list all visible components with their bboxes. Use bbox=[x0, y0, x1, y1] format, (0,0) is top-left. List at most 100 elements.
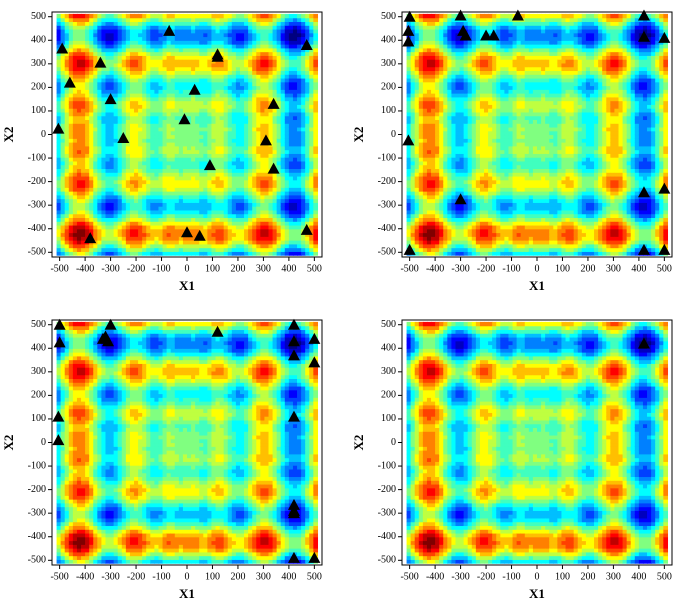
contour-cell bbox=[305, 111, 310, 117]
contour-cell bbox=[142, 70, 147, 75]
contour-cell bbox=[252, 96, 257, 102]
contour-cell bbox=[56, 81, 62, 87]
contour-cell bbox=[252, 138, 257, 143]
contour-cell bbox=[248, 153, 253, 158]
contour-cell bbox=[72, 115, 78, 121]
contour-cell bbox=[276, 153, 282, 158]
contour-cell bbox=[305, 221, 310, 226]
contour-cell bbox=[272, 32, 278, 38]
contour-cell bbox=[260, 51, 266, 56]
contour-cell bbox=[125, 62, 131, 68]
contour-cell bbox=[117, 77, 123, 83]
contour-cell bbox=[121, 236, 127, 241]
contour-cell bbox=[313, 28, 319, 34]
contour-cell bbox=[174, 25, 180, 30]
contour-cell bbox=[170, 47, 176, 53]
contour-cell bbox=[142, 89, 147, 94]
contour-cell bbox=[455, 36, 461, 41]
contour-cell bbox=[435, 104, 440, 109]
contour-cell bbox=[138, 62, 143, 68]
contour-cell bbox=[146, 191, 151, 196]
contour-cell bbox=[410, 96, 416, 102]
contour-cell bbox=[170, 209, 176, 215]
contour-cell bbox=[142, 202, 147, 207]
contour-cell bbox=[68, 142, 74, 147]
contour-cell bbox=[264, 36, 270, 41]
contour-cell bbox=[134, 89, 139, 94]
contour-cell bbox=[174, 168, 180, 173]
contour-cell bbox=[182, 183, 188, 188]
contour-cell bbox=[260, 134, 266, 139]
contour-cell bbox=[264, 206, 270, 211]
contour-cell bbox=[142, 149, 147, 154]
contour-cell bbox=[121, 108, 127, 113]
contour-cell bbox=[162, 172, 168, 177]
contour-cell bbox=[89, 111, 94, 117]
contour-cell bbox=[301, 221, 306, 226]
contour-cell bbox=[305, 55, 310, 60]
contour-cell bbox=[244, 191, 249, 196]
contour-cell bbox=[292, 164, 298, 170]
contour-cell bbox=[162, 123, 168, 128]
contour-cell bbox=[64, 47, 70, 53]
contour-cell bbox=[121, 47, 127, 53]
contour-cell bbox=[414, 183, 420, 188]
contour-cell bbox=[203, 157, 208, 162]
contour-cell bbox=[203, 247, 208, 252]
contour-cell bbox=[426, 130, 432, 136]
contour-cell bbox=[301, 160, 306, 166]
contour-cell bbox=[447, 217, 453, 222]
contour-cell bbox=[113, 59, 119, 64]
contour-cell bbox=[422, 89, 428, 94]
contour-cell bbox=[121, 40, 127, 45]
contour-cell bbox=[288, 224, 294, 230]
contour-cell bbox=[109, 145, 115, 151]
contour-cell bbox=[199, 40, 204, 45]
contour-cell bbox=[146, 77, 151, 83]
contour-cell bbox=[231, 153, 237, 158]
contour-cell bbox=[305, 206, 310, 211]
contour-cell bbox=[150, 206, 155, 211]
contour-cell bbox=[170, 51, 176, 56]
contour-cell bbox=[68, 194, 74, 200]
contour-cell bbox=[85, 179, 90, 185]
contour-cell bbox=[125, 240, 131, 245]
contour-cell bbox=[101, 66, 107, 72]
contour-cell bbox=[207, 232, 213, 237]
contour-cell bbox=[235, 17, 241, 23]
contour-cell bbox=[203, 172, 208, 177]
contour-cell bbox=[121, 243, 127, 249]
contour-cell bbox=[81, 153, 86, 158]
contour-cell bbox=[227, 153, 233, 158]
contour-cell bbox=[174, 17, 180, 23]
contour-cell bbox=[292, 74, 298, 79]
contour-cell bbox=[85, 85, 90, 90]
contour-cell bbox=[195, 51, 200, 56]
contour-cell bbox=[431, 100, 436, 105]
contour-cell bbox=[219, 32, 225, 38]
contour-cell bbox=[68, 213, 74, 219]
contour-cell bbox=[227, 47, 233, 53]
contour-cell bbox=[301, 104, 306, 109]
contour-cell bbox=[305, 74, 310, 79]
contour-cell bbox=[309, 51, 314, 56]
contour-cell bbox=[422, 21, 428, 26]
contour-cell bbox=[268, 17, 274, 23]
contour-cell bbox=[203, 217, 208, 222]
contour-cell bbox=[426, 160, 432, 166]
contour-cell bbox=[113, 183, 119, 188]
contour-cell bbox=[422, 191, 428, 196]
contour-cell bbox=[146, 149, 151, 154]
contour-cell bbox=[455, 104, 461, 109]
contour-cell bbox=[280, 55, 286, 60]
contour-cell bbox=[81, 115, 86, 121]
contour-cell bbox=[422, 44, 428, 49]
contour-cell bbox=[203, 62, 208, 68]
contour-cell bbox=[125, 164, 131, 170]
contour-cell bbox=[85, 111, 90, 117]
contour-cell bbox=[93, 17, 98, 23]
contour-cell bbox=[85, 74, 90, 79]
contour-cell bbox=[447, 202, 453, 207]
contour-cell bbox=[64, 217, 70, 222]
contour-cell bbox=[248, 126, 253, 132]
